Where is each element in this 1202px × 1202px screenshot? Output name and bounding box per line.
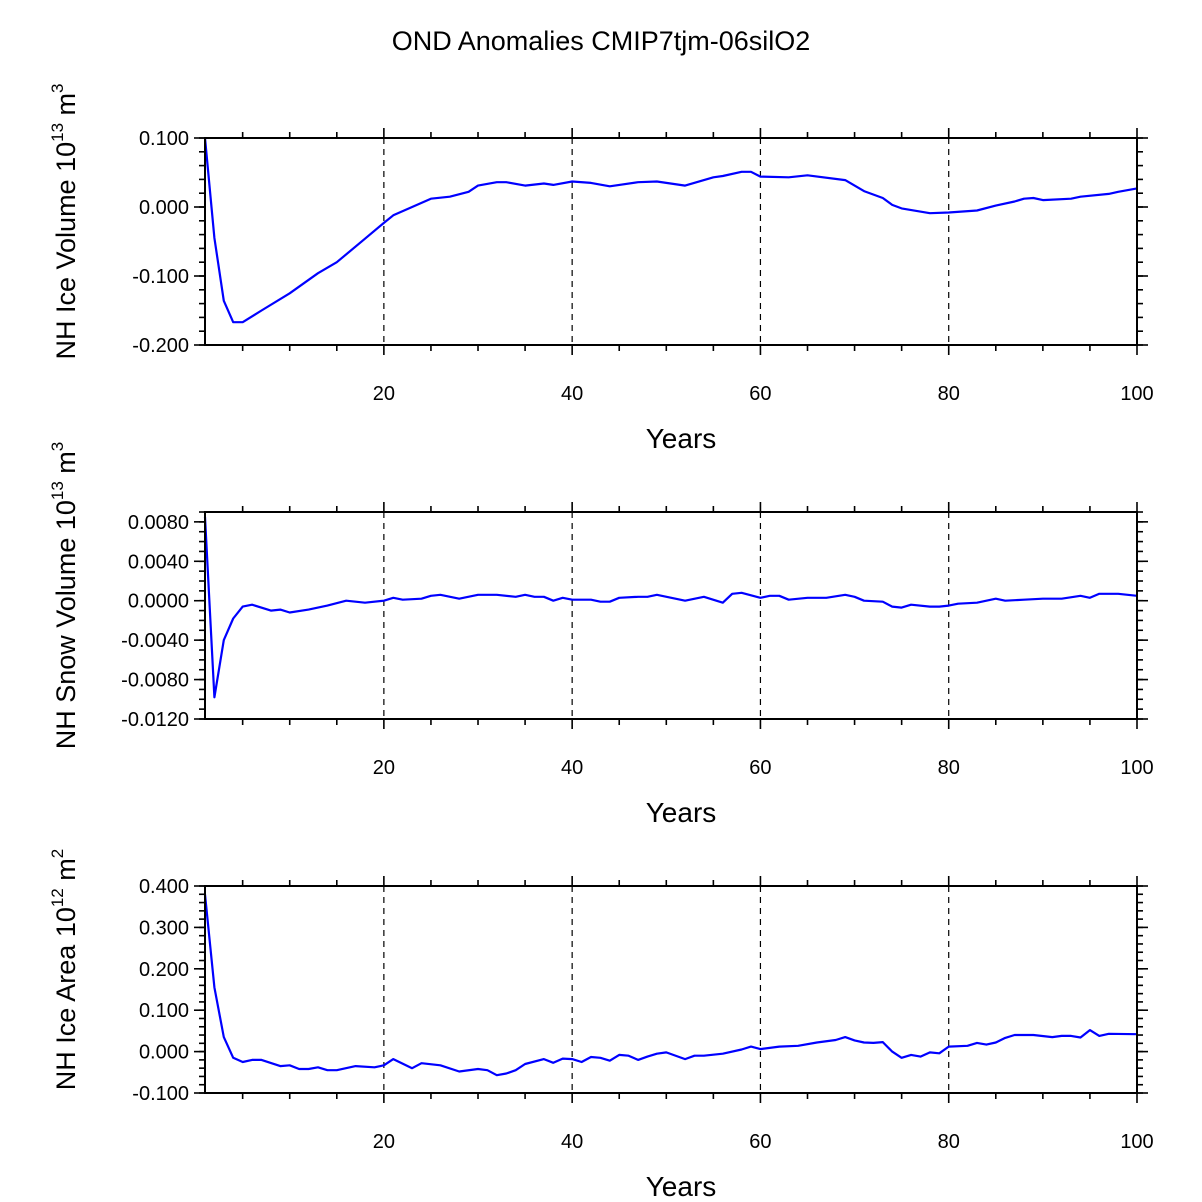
x-tick-label: 60 <box>749 757 771 779</box>
y-tick-label: 0.100 <box>139 128 189 150</box>
x-tick-label: 40 <box>561 383 583 405</box>
x-tick-label: 20 <box>373 383 395 405</box>
y-tick-label: 0.0080 <box>128 512 189 534</box>
y-tick-label: -0.200 <box>132 335 189 357</box>
y-label-exponent: 12 <box>48 888 67 907</box>
x-tick-label: 100 <box>1120 1131 1153 1153</box>
data-line <box>203 894 1138 1077</box>
y-label-exponent: 3 <box>48 442 67 451</box>
x-axis-label: Years <box>646 1171 717 1202</box>
y-tick-label: -0.100 <box>132 266 189 288</box>
y-label-exponent: 13 <box>48 123 67 142</box>
plot-frame <box>204 885 1138 1094</box>
y-tick-label: -0.0120 <box>121 709 189 731</box>
x-tick-label: 20 <box>373 757 395 779</box>
y-tick-label: 0.0040 <box>128 551 189 573</box>
y-label-text: m <box>51 451 81 481</box>
y-tick-label: 0.200 <box>139 959 189 981</box>
y-tick-label: -0.100 <box>132 1083 189 1105</box>
x-tick-label: 100 <box>1120 757 1153 779</box>
y-label-text: NH Snow Volume 10 <box>51 500 81 749</box>
chart-title: OND Anomalies CMIP7tjm-06silO2 <box>392 26 811 56</box>
y-tick-label: 0.000 <box>139 197 189 219</box>
y-tick-label: 0.100 <box>139 1000 189 1022</box>
x-tick-label: 40 <box>561 757 583 779</box>
x-tick-label: 60 <box>749 383 771 405</box>
y-tick-label: 0.400 <box>139 876 189 898</box>
x-tick-label: 40 <box>561 1131 583 1153</box>
y-tick-label: 0.0000 <box>128 591 189 613</box>
plot-frame <box>204 511 1138 720</box>
x-axis-label: Years <box>646 797 717 828</box>
x-tick-label: 80 <box>938 1131 960 1153</box>
plot-frame <box>204 137 1138 346</box>
y-tick-label: -0.0080 <box>121 670 189 692</box>
y-tick-label: 0.000 <box>139 1042 189 1064</box>
x-axis-label: Years <box>646 423 717 454</box>
y-axis-label: NH Ice Area 1012 m2 <box>48 849 81 1090</box>
y-label-exponent: 13 <box>48 481 67 500</box>
y-label-text: NH Ice Area 10 <box>51 907 81 1090</box>
x-tick-label: 100 <box>1120 383 1153 405</box>
x-tick-label: 80 <box>938 757 960 779</box>
panel-1: 0.100 0.000 -0.100 -0.200 20 40 60 80 100 Years NH… <box>48 84 1154 455</box>
panel-3: 0.400 0.300 0.200 0.100 0.000 -0.100 20 40 60 80 1… <box>48 849 1154 1202</box>
x-tick-label: 60 <box>749 1131 771 1153</box>
y-label-exponent: 2 <box>48 849 67 858</box>
y-axis-label: NH Snow Volume 1013 m3 <box>48 442 81 750</box>
panel-2: 0.0080 0.0040 0.0000 -0.0040 -0.0080 -0.0120 2… <box>48 442 1154 828</box>
y-tick-label: 0.300 <box>139 917 189 939</box>
y-label-text: m <box>51 93 81 123</box>
y-axis-label: NH Ice Volume 1013 m3 <box>48 84 81 360</box>
y-label-text: m <box>51 858 81 888</box>
y-tick-label: -0.0040 <box>121 630 189 652</box>
data-line <box>203 137 1138 324</box>
y-label-text: NH Ice Volume 10 <box>51 142 81 360</box>
y-label-exponent: 3 <box>48 84 67 93</box>
x-tick-label: 20 <box>373 1131 395 1153</box>
x-tick-label: 80 <box>938 383 960 405</box>
data-line <box>203 516 1138 699</box>
